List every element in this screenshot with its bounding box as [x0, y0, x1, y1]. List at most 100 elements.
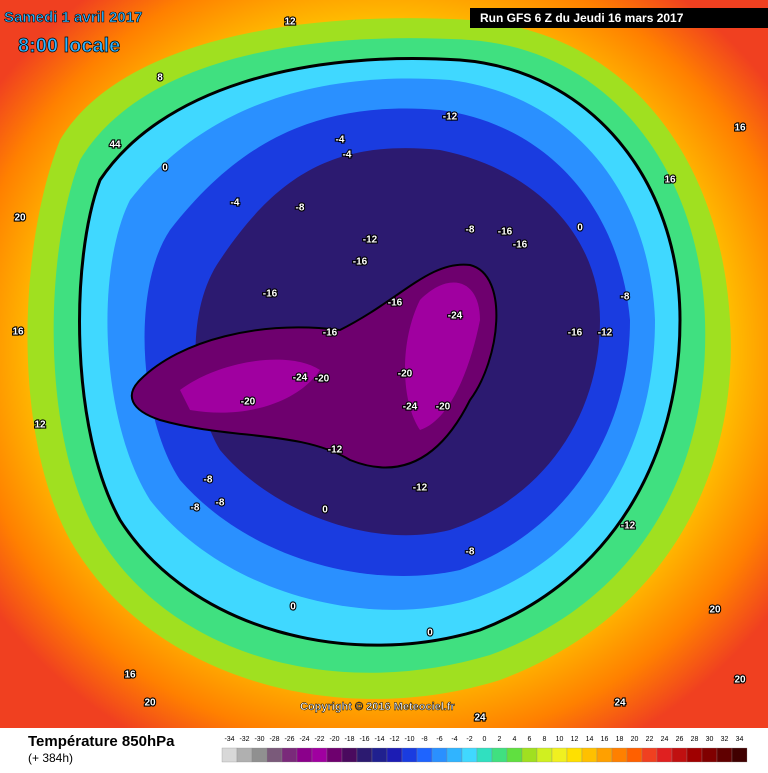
scale-label: -32	[239, 736, 249, 743]
valid-date: Samedi 1 avril 2017	[4, 9, 142, 26]
contour-label: 20	[709, 605, 721, 616]
contour-label: -12	[621, 521, 636, 532]
scale-swatch	[536, 747, 553, 763]
contour-lines	[78, 57, 682, 647]
contour-label: -20	[241, 397, 256, 408]
scale-swatch	[656, 747, 673, 763]
scale-swatch	[371, 747, 388, 763]
contour-label: 16	[12, 327, 24, 338]
scale-swatch	[341, 747, 358, 763]
contour-label: -4	[336, 135, 345, 146]
scale-label: 32	[721, 736, 729, 743]
scale-swatch	[476, 747, 493, 763]
scale-swatch	[521, 747, 538, 763]
contour-label: 0	[577, 223, 583, 234]
scale-swatch	[266, 747, 283, 763]
contour-label: -24	[293, 373, 308, 384]
scale-label: 14	[586, 736, 594, 743]
legend-subtitle: (+ 384h)	[28, 751, 73, 765]
scale-label: 0	[483, 736, 487, 743]
contour-label: 16	[124, 670, 136, 681]
contour-label: -12	[328, 445, 343, 456]
scale-label: -8	[421, 736, 427, 743]
contour-label: -20	[398, 369, 413, 380]
scale-label: 8	[543, 736, 547, 743]
scale-swatch	[506, 747, 523, 763]
scale-label: 4	[513, 736, 517, 743]
scale-label: 18	[616, 736, 624, 743]
scale-label: -18	[344, 736, 354, 743]
scale-swatch	[461, 747, 478, 763]
contour-label: -12	[443, 112, 458, 123]
scale-label: 24	[661, 736, 669, 743]
scale-label: 26	[676, 736, 684, 743]
scale-label: -6	[436, 736, 442, 743]
scale-swatch	[551, 747, 568, 763]
scale-swatch	[356, 747, 373, 763]
scale-swatch	[416, 747, 433, 763]
scale-label: -26	[284, 736, 294, 743]
scale-label: -16	[359, 736, 369, 743]
scale-label: 30	[706, 736, 714, 743]
scale-label: 12	[571, 736, 579, 743]
scale-swatch	[671, 747, 688, 763]
contour-label: 12	[34, 420, 46, 431]
contour-label: 20	[734, 675, 746, 686]
scale-swatch	[716, 747, 733, 763]
scale-swatch	[491, 747, 508, 763]
scale-label: 20	[631, 736, 639, 743]
contour-label: 16	[664, 175, 676, 186]
scale-swatch	[686, 747, 703, 763]
scale-label: 16	[601, 736, 609, 743]
contour-label: 20	[14, 213, 26, 224]
scale-label: 22	[646, 736, 654, 743]
scale-label: -4	[451, 736, 457, 743]
scale-swatch	[281, 747, 298, 763]
scale-label: -24	[299, 736, 309, 743]
contour-label: -20	[436, 402, 451, 413]
contour-label: 0	[162, 163, 168, 174]
contour-label: 8	[157, 73, 163, 84]
contour-label: -16	[498, 227, 513, 238]
contour-label: 24	[474, 713, 486, 724]
contour-label: -8	[466, 225, 475, 236]
contour-label: 0	[322, 505, 328, 516]
scale-swatch	[386, 747, 403, 763]
run-banner	[470, 8, 768, 28]
scale-swatch	[311, 747, 328, 763]
contour-label: -16	[568, 328, 583, 339]
contour-label: -4	[343, 150, 352, 161]
contour-label: -16	[513, 240, 528, 251]
scale-label: -28	[269, 736, 279, 743]
contour-label: 24	[614, 698, 626, 709]
scale-label: -2	[466, 736, 472, 743]
scale-label: -30	[254, 736, 264, 743]
contour-label: -12	[598, 328, 613, 339]
scale-label: -22	[314, 736, 324, 743]
scale-label: 34	[736, 736, 744, 743]
scale-label: 6	[528, 736, 532, 743]
contour-label: -4	[231, 198, 240, 209]
contour-label: 20	[144, 698, 156, 709]
color-scale: -34 -32 -30 -28 -26 -24 -22 -20 -18 -16 -14 -12 -10-…	[221, 736, 748, 763]
scale-swatch	[641, 747, 658, 763]
contour-label: -8	[621, 292, 630, 303]
contour-label: -8	[204, 475, 213, 486]
contour-label: -12	[363, 235, 378, 246]
contour-label: -8	[296, 203, 305, 214]
contour-label: -20	[315, 374, 330, 385]
scale-label: -10	[404, 736, 414, 743]
contour-label: -16	[263, 289, 278, 300]
scale-swatch	[431, 747, 448, 763]
contour-label: -8	[191, 503, 200, 514]
legend-title: Température 850hPa	[28, 733, 175, 750]
scale-label: -14	[374, 736, 384, 743]
scale-swatch	[326, 747, 343, 763]
contour-label: 12	[284, 17, 296, 28]
run-info: Run GFS 6 Z du Jeudi 16 mars 2017	[480, 11, 684, 25]
temperature-field	[27, 18, 731, 699]
scale-swatch	[401, 747, 418, 763]
scale-swatch	[701, 747, 718, 763]
